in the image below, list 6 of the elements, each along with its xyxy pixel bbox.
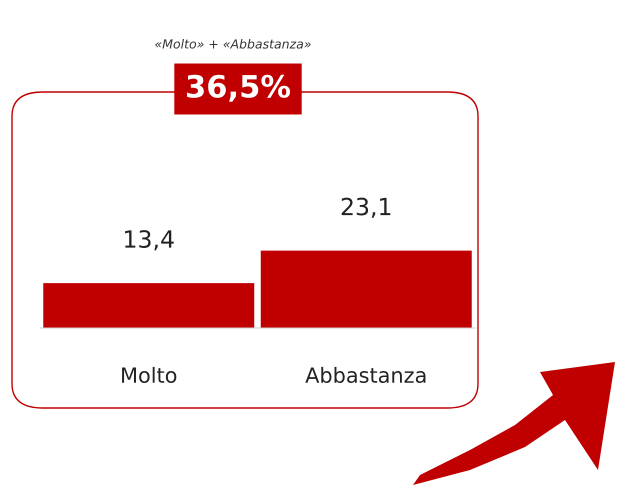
x-tick-label: Abbastanza bbox=[305, 366, 426, 384]
text: 36,5% bbox=[187, 74, 290, 102]
text: «Molto» + «Abbastanza» bbox=[155, 38, 311, 49]
data-label: 13,4 bbox=[125, 230, 174, 250]
data-label: 23,1 bbox=[342, 198, 390, 218]
x-tick-label: Molto bbox=[122, 366, 176, 384]
